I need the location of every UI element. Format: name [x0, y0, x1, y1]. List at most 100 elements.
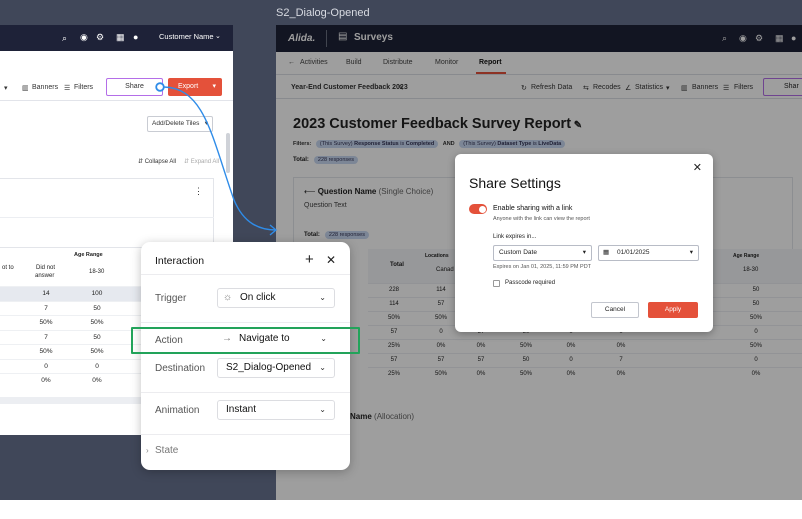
- gear-icon[interactable]: ⚙: [755, 33, 764, 43]
- vertical-scrollbar[interactable]: [226, 133, 230, 173]
- banners-button[interactable]: Banners: [32, 84, 59, 91]
- age-range-header: Age Range: [733, 253, 760, 259]
- table-cell: 50: [522, 357, 530, 363]
- share-settings-dialog: Share Settings ✕ Enable sharing with a l…: [455, 154, 713, 332]
- table-cell: 50: [522, 329, 530, 335]
- banners-button[interactable]: Banners: [692, 84, 719, 91]
- action-select[interactable]: → Navigate to ⌄: [217, 330, 335, 350]
- search-icon[interactable]: ⌕: [722, 33, 728, 43]
- horizontal-scrollbar[interactable]: [0, 397, 233, 404]
- table-row: 50% 50%: [0, 315, 233, 329]
- passcode-checkbox[interactable]: [493, 280, 500, 287]
- tab-distribute[interactable]: Distribute: [383, 59, 413, 66]
- question-name: Name (Allocation): [350, 412, 415, 421]
- table-cell: 50%: [387, 315, 400, 321]
- table-cell: 57: [437, 357, 445, 363]
- filter-chip[interactable]: (This Survey) Response Status is Complet…: [315, 140, 439, 148]
- enable-sharing-sub: Anyone with the link can view the report: [493, 216, 590, 222]
- apply-button[interactable]: Apply: [648, 302, 698, 318]
- report-toolbar: Year-End Customer Feedback 2023 ✎ ↻ Refr…: [276, 75, 802, 99]
- animation-select[interactable]: Instant ⌄: [217, 400, 335, 420]
- bell-icon[interactable]: ◉: [80, 32, 88, 42]
- total-line: Total: 228 responses: [293, 156, 358, 164]
- user-icon[interactable]: ●: [133, 32, 139, 42]
- table-cell: 0%: [436, 343, 446, 349]
- app-header: Alida. ▤ Surveys ⌕ ◉ ⚙ ▦ ●: [276, 25, 802, 52]
- apps-grid-icon[interactable]: ▦: [775, 33, 784, 43]
- col-header: 18-30: [89, 269, 105, 275]
- back-arrow-icon[interactable]: ←: [288, 59, 295, 66]
- tab-build[interactable]: Build: [346, 59, 362, 66]
- bell-icon[interactable]: ◉: [739, 33, 747, 43]
- filters-button[interactable]: Filters: [734, 84, 754, 91]
- expiry-type-select[interactable]: Custom Date ▾: [493, 245, 592, 261]
- report-title: 2023 Customer Feedback Survey Report ✎: [293, 116, 583, 132]
- frame-label[interactable]: S2_Dialog-Opened: [276, 7, 370, 19]
- state-section[interactable]: State: [155, 445, 179, 456]
- destination-select[interactable]: S2_Dialog-Opened ⌄: [217, 358, 335, 378]
- close-icon[interactable]: ✕: [692, 162, 702, 174]
- tab-report[interactable]: Report: [479, 59, 502, 66]
- chevron-down-icon[interactable]: ⌄: [215, 33, 221, 40]
- expiry-date-picker[interactable]: ▦ 01/01/2025 ▾: [598, 245, 699, 261]
- connector-path: [163, 86, 277, 231]
- gear-icon[interactable]: ⚙: [96, 32, 105, 42]
- question-name: ⟵ Question Name (Single Choice): [304, 187, 434, 196]
- expand-all-button[interactable]: ⇵ Expand All: [184, 159, 220, 165]
- tab-monitor[interactable]: Monitor: [435, 59, 459, 66]
- brand-logo[interactable]: Alida.: [288, 33, 316, 44]
- prototype-connector: [155, 82, 278, 236]
- search-icon[interactable]: ⌕: [62, 33, 68, 43]
- app-title: Surveys: [354, 32, 393, 43]
- export-label: Export: [178, 83, 199, 90]
- total-col-header: Total: [390, 262, 404, 268]
- filters-button[interactable]: Filters: [74, 84, 94, 91]
- action-highlight-box: [131, 327, 360, 354]
- table-cell: 0%: [476, 343, 486, 349]
- add-icon[interactable]: +: [305, 251, 314, 268]
- refresh-data-button[interactable]: Refresh Data: [531, 84, 573, 91]
- recodes-button[interactable]: Recodes: [593, 84, 621, 91]
- table-cell: 50%: [90, 319, 104, 326]
- chevron-right-icon[interactable]: ›: [146, 446, 149, 455]
- cancel-button[interactable]: Cancel: [591, 302, 639, 318]
- add-delete-tiles-button[interactable]: Add/Delete Tiles ▾: [147, 116, 213, 132]
- filter-icon: ☰: [64, 85, 71, 92]
- table-cell: 114: [436, 287, 446, 293]
- edit-icon[interactable]: ✎: [398, 85, 404, 92]
- table-cell: 57: [477, 357, 485, 363]
- statistics-button[interactable]: Statistics: [635, 84, 664, 91]
- table-cell: 57: [477, 329, 485, 335]
- user-icon[interactable]: ●: [791, 33, 797, 43]
- sharing-toggle[interactable]: [469, 204, 487, 214]
- trigger-select[interactable]: ☼ On click ⌄: [217, 288, 335, 308]
- user-name[interactable]: Customer Name: [159, 32, 214, 41]
- table-cell: 25%: [387, 371, 400, 377]
- apps-grid-icon[interactable]: ▦: [116, 32, 125, 42]
- refresh-icon: ↻: [521, 85, 527, 92]
- table-cell: 57: [390, 357, 398, 363]
- table-row: 57 57 57 50 0 7 0: [368, 353, 802, 367]
- share-button[interactable]: Shar: [763, 78, 802, 96]
- chevron-down-icon: ▾: [666, 85, 670, 92]
- close-icon[interactable]: ✕: [326, 253, 337, 267]
- arrowhead-icon: [269, 224, 278, 236]
- col-header: ot to: [2, 265, 14, 271]
- chevron-down-icon[interactable]: ▾: [4, 85, 8, 92]
- left-top-bar: ⌕ ◉ ⚙ ▦ ● Customer Name ⌄: [0, 25, 233, 51]
- edit-icon[interactable]: ✎: [571, 120, 583, 131]
- table-row: 14 100: [0, 286, 233, 300]
- collapse-all-button[interactable]: ⇵ Collapse All: [138, 159, 177, 165]
- total-responses-badge: 228 responses: [313, 156, 358, 164]
- tab-activities[interactable]: Activities: [300, 59, 328, 66]
- table-cell: 0%: [566, 371, 576, 377]
- more-options-icon[interactable]: ⋮: [194, 186, 203, 196]
- filter-icon: ☰: [723, 85, 730, 92]
- table-row: 25% 50% 0% 50% 0% 0% 0%: [368, 367, 802, 381]
- share-button[interactable]: Share: [106, 78, 163, 96]
- filter-chip[interactable]: (This Survey) Dataset Type is LiveData: [459, 140, 566, 148]
- trigger-label: Trigger: [155, 293, 187, 304]
- col-header: Canad: [436, 267, 454, 273]
- table-cell: 100: [91, 290, 103, 297]
